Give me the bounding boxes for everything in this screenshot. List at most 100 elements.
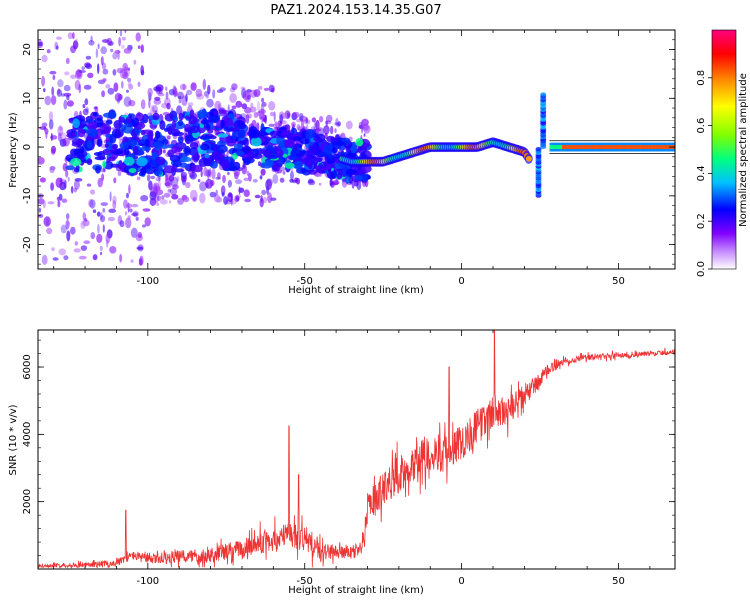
heatmap-cell bbox=[60, 224, 67, 234]
heatmap-cell bbox=[311, 117, 317, 123]
heatmap-cell bbox=[270, 87, 275, 93]
heatmap-cell bbox=[158, 89, 163, 95]
heatmap-cell bbox=[38, 213, 44, 218]
heatmap-cell bbox=[135, 32, 141, 42]
heatmap-cell bbox=[200, 119, 209, 125]
heatmap-cell bbox=[122, 136, 129, 143]
heatmap-cell bbox=[54, 41, 59, 50]
heatmap-cell bbox=[46, 227, 53, 235]
heatmap-cell bbox=[38, 207, 42, 213]
heatmap-cell bbox=[205, 94, 209, 99]
snr-series bbox=[38, 330, 675, 569]
colorbar-gradient bbox=[712, 30, 736, 269]
heatmap-cell bbox=[657, 145, 661, 149]
heatmap-cell bbox=[140, 146, 152, 151]
heatmap-cell bbox=[337, 121, 341, 127]
heatmap-cell bbox=[89, 199, 96, 209]
heatmap-cell bbox=[173, 159, 182, 168]
heatmap-cell bbox=[82, 219, 90, 227]
heatmap-cell bbox=[76, 139, 86, 145]
heatmap-cell bbox=[119, 141, 129, 151]
heatmap-cell bbox=[142, 208, 151, 212]
heatmap-cell bbox=[209, 191, 217, 198]
heatmap-cell bbox=[144, 138, 150, 149]
heatmap-cell bbox=[132, 145, 139, 156]
heatmap-cell bbox=[629, 145, 633, 149]
heatmap-cell bbox=[80, 220, 86, 229]
heatmap-cell bbox=[123, 48, 132, 54]
heatmap-cell bbox=[259, 198, 264, 208]
heatmap-cell bbox=[651, 145, 655, 149]
heatmap-cell bbox=[100, 56, 104, 66]
x-tick-label: 0 bbox=[458, 576, 464, 587]
heatmap-cell bbox=[269, 111, 275, 117]
heatmap-cell bbox=[292, 111, 300, 119]
heatmap-cell bbox=[181, 177, 186, 186]
heatmap-cell bbox=[83, 84, 92, 90]
heatmap-cell bbox=[133, 59, 137, 65]
heatmap-cell bbox=[127, 82, 132, 87]
heatmap-cell bbox=[86, 183, 92, 187]
heatmap-cell bbox=[165, 174, 169, 181]
heatmap-cell bbox=[568, 145, 572, 149]
heatmap-cell bbox=[635, 145, 639, 149]
heatmap-cell bbox=[324, 120, 332, 125]
x-tick-label: 0 bbox=[458, 276, 464, 287]
heatmap-cell bbox=[246, 89, 252, 93]
heatmap-cell bbox=[46, 218, 49, 227]
heatmap-cell bbox=[346, 168, 353, 178]
heatmap-cell bbox=[142, 224, 146, 228]
heatmap-cell bbox=[162, 138, 169, 145]
heatmap-cell bbox=[235, 179, 243, 185]
heatmap-cell bbox=[354, 174, 363, 181]
heatmap-cell bbox=[97, 177, 103, 188]
heatmap-cell bbox=[123, 156, 135, 166]
heatmap-cell bbox=[220, 119, 225, 129]
heatmap-cell bbox=[136, 157, 148, 167]
heatmap-cell bbox=[226, 149, 229, 157]
heatmap-cell bbox=[147, 87, 153, 97]
heatmap-cell bbox=[565, 145, 568, 149]
heatmap-cell bbox=[266, 195, 272, 202]
heatmap-cell bbox=[596, 145, 600, 149]
heatmap-cell bbox=[241, 146, 252, 154]
heatmap-cell bbox=[361, 122, 364, 134]
heatmap-cell bbox=[563, 145, 567, 149]
heatmap-cell bbox=[121, 36, 126, 41]
heatmap-cell bbox=[203, 166, 208, 177]
heatmap-cell bbox=[330, 125, 334, 135]
heatmap-cell bbox=[41, 254, 48, 265]
heatmap-cell bbox=[131, 212, 139, 217]
heatmap-cell bbox=[156, 202, 160, 207]
colorbar-tick-label: 0.2 bbox=[696, 213, 707, 229]
heatmap-cell bbox=[90, 232, 96, 240]
heatmap-cell bbox=[190, 125, 200, 134]
heatmap-cell bbox=[257, 131, 268, 137]
heatmap-cell bbox=[96, 233, 103, 243]
heatmap-cell bbox=[330, 170, 338, 178]
colorbar-frame bbox=[711, 29, 737, 270]
heatmap-cell bbox=[146, 174, 151, 182]
heatmap-cell bbox=[148, 98, 151, 109]
heatmap-cell bbox=[325, 120, 328, 128]
heatmap-cell bbox=[237, 123, 247, 130]
heatmap-cell bbox=[66, 221, 70, 226]
heatmap-cell bbox=[41, 122, 48, 128]
heatmap-cell bbox=[102, 78, 107, 82]
heatmap-cell bbox=[152, 159, 157, 167]
heatmap-cell bbox=[129, 208, 133, 213]
heatmap-cell bbox=[140, 195, 149, 202]
heatmap-cell bbox=[46, 49, 51, 54]
heatmap-cell bbox=[106, 37, 113, 46]
heatmap-cell bbox=[105, 141, 113, 151]
heatmap-cell bbox=[67, 32, 73, 40]
heatmap-cell bbox=[231, 83, 238, 91]
heatmap-cell bbox=[264, 159, 274, 167]
heatmap-cell bbox=[569, 145, 573, 149]
heatmap-cell bbox=[278, 157, 284, 166]
heatmap-cell bbox=[624, 145, 628, 149]
heatmap-cell bbox=[634, 145, 637, 149]
heatmap-cell bbox=[279, 140, 285, 150]
heatmap-cell bbox=[125, 217, 132, 229]
